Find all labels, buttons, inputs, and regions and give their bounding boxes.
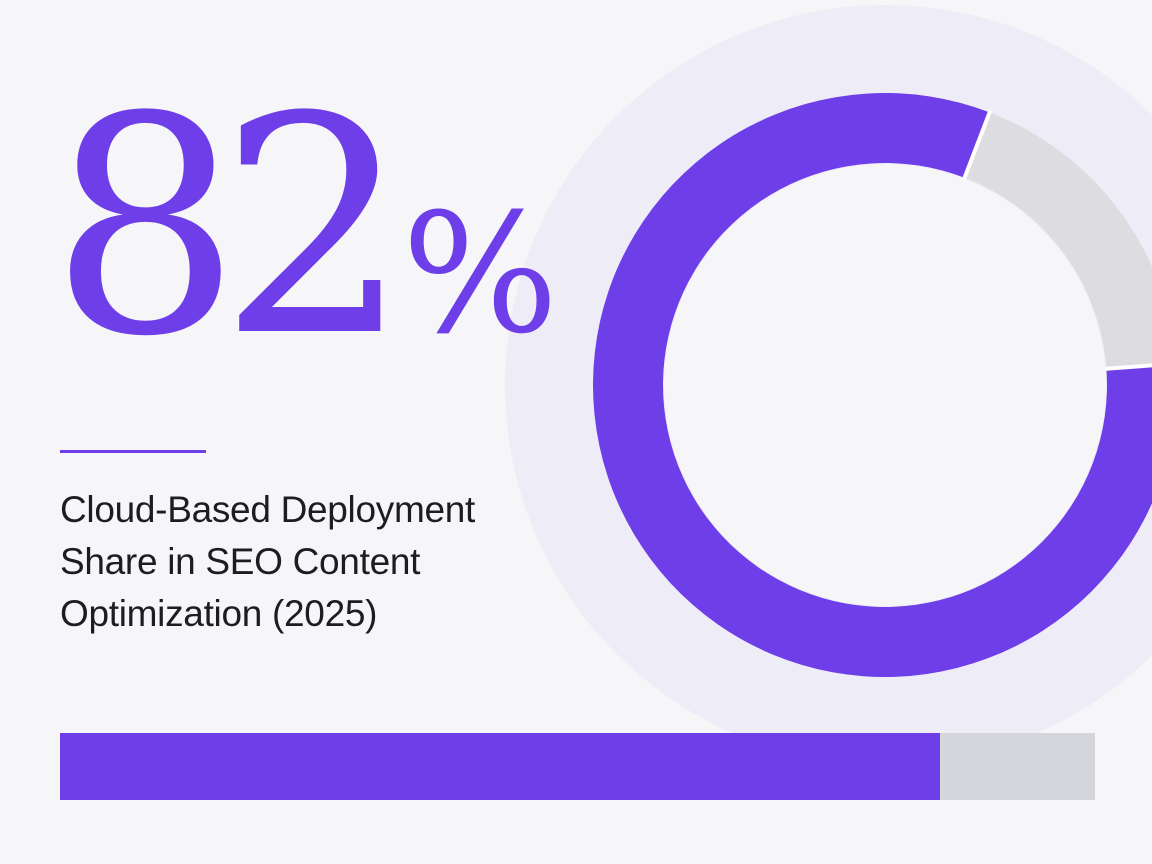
percentage-value: 82 bbox=[50, 53, 410, 402]
progress-bar-fill bbox=[60, 733, 940, 800]
percent-symbol: % bbox=[401, 178, 559, 370]
donut-slice-other bbox=[964, 112, 1152, 369]
headline-percentage: 82% bbox=[50, 78, 559, 378]
accent-divider bbox=[60, 450, 206, 453]
stat-description: Cloud-Based Deployment Share in SEO Cont… bbox=[60, 489, 476, 634]
progress-bar bbox=[60, 733, 1095, 800]
donut-hole bbox=[664, 164, 1106, 606]
donut-separator bbox=[961, 109, 993, 181]
donut-separator bbox=[1104, 363, 1152, 371]
